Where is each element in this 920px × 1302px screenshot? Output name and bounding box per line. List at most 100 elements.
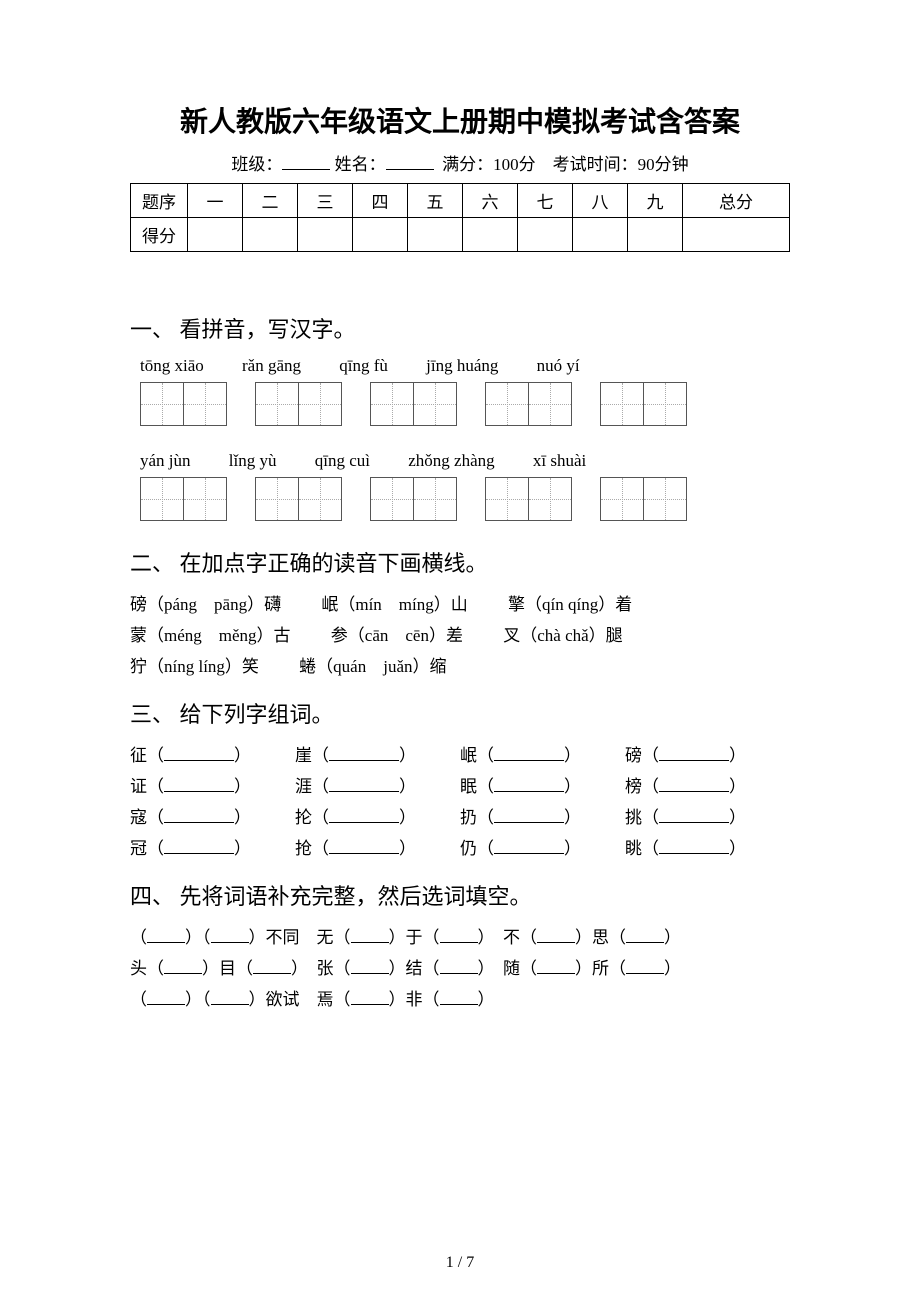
pinyin-item: nuó yí (537, 356, 580, 376)
score-cell[interactable] (628, 218, 683, 252)
q4-heading: 四、 先将词语补充完整，然后选词填空。 (130, 879, 790, 911)
q4-line: （）（）不同 无（）于（） 不（）思（） (130, 923, 790, 948)
score-cell[interactable] (243, 218, 298, 252)
td-score-label: 得分 (131, 218, 188, 252)
q2-item: 蜷（quán juǎn）缩 (299, 652, 446, 677)
score-cell[interactable] (683, 218, 790, 252)
char-box-group[interactable] (140, 382, 227, 431)
q3-item: 抢（） (295, 834, 460, 859)
fill-blank[interactable] (494, 774, 564, 792)
score-cell[interactable] (408, 218, 463, 252)
th-3: 三 (298, 184, 353, 218)
q3-item: 仍（） (460, 834, 625, 859)
score-cell[interactable] (573, 218, 628, 252)
q3-item: 崖（） (295, 741, 460, 766)
score-cell[interactable] (463, 218, 518, 252)
name-blank[interactable] (386, 152, 434, 170)
fill-blank[interactable] (494, 805, 564, 823)
q3-item: 征（） (130, 741, 295, 766)
q3-line: 征（）崖（）岷（）磅（） (130, 741, 790, 766)
fill-blank[interactable] (329, 805, 399, 823)
q2-item: 岷（mín míng）山 (321, 590, 467, 615)
char-box-group[interactable] (485, 477, 572, 526)
pinyin-item: qīng cuì (315, 451, 370, 471)
fill-blank[interactable] (626, 956, 664, 974)
fill-blank[interactable] (659, 805, 729, 823)
q3-item: 涯（） (295, 772, 460, 797)
name-label: 姓名： (335, 155, 386, 174)
q3-item: 榜（） (625, 772, 790, 797)
pinyin-item: rǎn gāng (242, 356, 301, 376)
q3-item: 眠（） (460, 772, 625, 797)
fill-blank[interactable] (351, 987, 389, 1005)
th-6: 六 (463, 184, 518, 218)
q3-item: 岷（） (460, 741, 625, 766)
th-9: 九 (628, 184, 683, 218)
char-box-group[interactable] (370, 382, 457, 431)
pinyin-item: qīng fù (339, 356, 388, 376)
th-2: 二 (243, 184, 298, 218)
score-cell[interactable] (353, 218, 408, 252)
fill-blank[interactable] (626, 925, 664, 943)
q2-item: 叉（chà chǎ）腿 (503, 621, 622, 646)
fill-blank[interactable] (164, 836, 234, 854)
fill-blank[interactable] (440, 956, 478, 974)
pinyin-item: zhǒng zhàng (408, 451, 494, 471)
fill-blank[interactable] (329, 743, 399, 761)
fill-blank[interactable] (659, 836, 729, 854)
fill-blank[interactable] (164, 774, 234, 792)
char-box-group[interactable] (485, 382, 572, 431)
pinyin-item: lǐng yù (229, 451, 277, 471)
fill-blank[interactable] (147, 987, 185, 1005)
q1-pinyin-row2: yán jùn lǐng yù qīng cuì zhǒng zhàng xī … (140, 451, 790, 471)
fill-blank[interactable] (440, 987, 478, 1005)
q3-heading: 三、 给下列字组词。 (130, 697, 790, 729)
fill-blank[interactable] (659, 774, 729, 792)
th-5: 五 (408, 184, 463, 218)
char-box-group[interactable] (600, 382, 687, 431)
q2-heading: 二、 在加点字正确的读音下画横线。 (130, 546, 790, 578)
score-cell[interactable] (188, 218, 243, 252)
fill-blank[interactable] (494, 743, 564, 761)
fill-blank[interactable] (329, 774, 399, 792)
score-cell[interactable] (518, 218, 573, 252)
pinyin-item: tōng xiāo (140, 356, 204, 376)
fill-blank[interactable] (164, 805, 234, 823)
fill-blank[interactable] (440, 925, 478, 943)
q3-item: 寇（） (130, 803, 295, 828)
fill-blank[interactable] (537, 956, 575, 974)
fill-blank[interactable] (211, 987, 249, 1005)
char-box-group[interactable] (370, 477, 457, 526)
table-row: 得分 (131, 218, 790, 252)
char-box-group[interactable] (600, 477, 687, 526)
class-blank[interactable] (282, 152, 330, 170)
char-box-group[interactable] (255, 382, 342, 431)
fill-blank[interactable] (147, 925, 185, 943)
fill-blank[interactable] (211, 925, 249, 943)
char-box-group[interactable] (140, 477, 227, 526)
q3-item: 证（） (130, 772, 295, 797)
fill-blank[interactable] (164, 743, 234, 761)
score-cell[interactable] (298, 218, 353, 252)
fill-blank[interactable] (537, 925, 575, 943)
fill-blank[interactable] (659, 743, 729, 761)
th-4: 四 (353, 184, 408, 218)
page-title: 新人教版六年级语文上册期中模拟考试含答案 (130, 100, 790, 140)
q1-heading: 一、 看拼音，写汉字。 (130, 312, 790, 344)
q2-item: 磅（páng pāng）礴 (130, 590, 281, 615)
fill-blank[interactable] (351, 956, 389, 974)
fill-blank[interactable] (164, 956, 202, 974)
fill-blank[interactable] (329, 836, 399, 854)
char-box-group[interactable] (255, 477, 342, 526)
th-seq: 题序 (131, 184, 188, 218)
q4-line: （）（）欲试 焉（）非（） (130, 985, 790, 1010)
q3-line: 证（）涯（）眠（）榜（） (130, 772, 790, 797)
fill-blank[interactable] (494, 836, 564, 854)
full-score-label: 满分：100分 (442, 155, 536, 174)
fill-blank[interactable] (253, 956, 291, 974)
class-label: 班级： (231, 155, 282, 174)
page-number: 1 / 7 (0, 1254, 920, 1272)
subtitle-line: 班级： 姓名： 满分：100分 考试时间：90分钟 (130, 150, 790, 175)
fill-blank[interactable] (351, 925, 389, 943)
q2-item: 擎（qín qíng）着 (508, 590, 632, 615)
